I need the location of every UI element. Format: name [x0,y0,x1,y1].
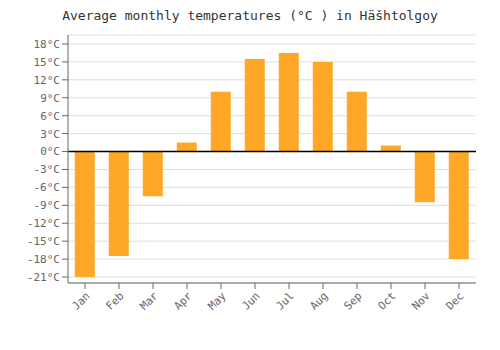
svg-text:9°C: 9°C [40,92,60,105]
svg-text:Dec: Dec [443,289,466,312]
svg-text:3°C: 3°C [40,128,60,141]
svg-text:Feb: Feb [103,289,126,312]
svg-text:15°C: 15°C [34,56,61,69]
svg-text:-3°C: -3°C [34,163,61,176]
html-text:Average monthly temperatures (: Average monthly temperatures (°C ) in Hä… [62,8,438,23]
svg-text:Jun: Jun [239,289,262,312]
svg-text:18°C: 18°C [34,38,61,51]
svg-text:Mar: Mar [137,289,161,313]
svg-text:-21°C: -21°C [27,271,60,284]
svg-text:Jul: Jul [273,289,296,312]
svg-text:Nov: Nov [409,289,433,313]
svg-text:Sep: Sep [341,289,364,312]
svg-text:0°C: 0°C [40,145,60,158]
svg-text:-6°C: -6°C [34,181,61,194]
svg-text:May: May [205,289,229,313]
svg-text:-18°C: -18°C [27,253,60,266]
svg-text:-12°C: -12°C [27,217,60,230]
svg-text:6°C: 6°C [40,110,60,123]
svg-text:Apr: Apr [171,289,195,313]
svg-text:-9°C: -9°C [34,199,61,212]
svg-text:Jan: Jan [69,289,92,312]
svg-text:Aug: Aug [307,289,330,312]
svg-text:-15°C: -15°C [27,235,60,248]
svg-text:Oct: Oct [375,289,398,312]
svg-text:12°C: 12°C [34,74,61,87]
